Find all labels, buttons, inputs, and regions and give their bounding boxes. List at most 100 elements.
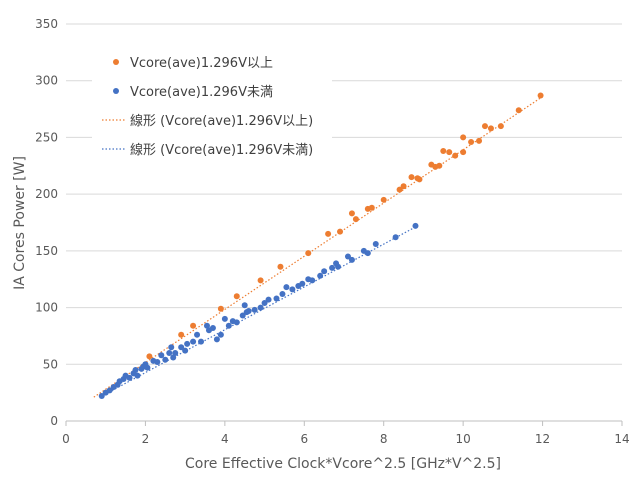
data-point-series-2 [194, 331, 201, 338]
data-points [98, 92, 544, 400]
data-point-series-2 [170, 354, 177, 361]
data-point-series-2 [309, 277, 316, 284]
legend: Vcore(ave)1.296V以上 Vcore(ave)1.296V未満 線形… [92, 42, 332, 172]
data-point-series-1 [217, 305, 224, 312]
data-point-series-2 [372, 241, 379, 248]
y-tick-label: 300 [35, 74, 58, 88]
y-tick-label: 250 [35, 130, 58, 144]
y-axis-title: IA Cores Power [W] [12, 156, 28, 290]
data-point-series-1 [468, 138, 475, 145]
x-axis-title: Core Effective Clock*Vcore^2.5 [GHz*V^2.… [185, 456, 501, 472]
legend-background [92, 42, 332, 172]
data-point-series-2 [158, 352, 165, 359]
x-tick-label: 12 [535, 432, 550, 446]
x-tick-label: 10 [456, 432, 471, 446]
data-point-series-1 [400, 183, 407, 190]
data-point-series-2 [279, 290, 286, 297]
data-point-series-2 [182, 347, 189, 354]
data-point-series-1 [460, 134, 467, 141]
data-point-series-2 [168, 344, 175, 351]
data-point-series-1 [515, 107, 522, 114]
data-point-series-1 [460, 149, 467, 156]
data-point-series-2 [134, 372, 141, 379]
data-point-series-1 [257, 277, 264, 284]
legend-label-trend-1: 線形 (Vcore(ave)1.296V以上) [130, 113, 313, 129]
data-point-series-1 [352, 216, 359, 223]
data-point-series-2 [335, 263, 342, 270]
data-point-series-1 [337, 228, 344, 235]
data-point-series-1 [476, 137, 483, 144]
legend-label-trend-2: 線形 (Vcore(ave)1.296V未満) [130, 142, 313, 158]
data-point-series-2 [209, 324, 216, 331]
x-tick-label: 14 [614, 432, 629, 446]
data-point-series-1 [380, 196, 387, 203]
data-point-series-2 [126, 374, 133, 381]
data-point-series-2 [261, 300, 268, 307]
y-tick-label: 100 [35, 301, 58, 315]
legend-label-series-1: Vcore(ave)1.296V以上 [130, 56, 273, 71]
data-point-series-2 [172, 349, 179, 356]
data-point-series-2 [144, 364, 151, 371]
data-point-series-1 [452, 152, 459, 159]
data-point-series-1 [178, 331, 185, 338]
data-point-series-2 [317, 272, 324, 279]
data-point-series-1 [416, 176, 423, 183]
data-point-series-2 [213, 336, 220, 343]
data-point-series-1 [481, 123, 488, 130]
y-tick-label: 200 [35, 187, 58, 201]
y-tick-label: 0 [50, 414, 58, 428]
data-point-series-2 [289, 286, 296, 293]
data-point-series-2 [392, 234, 399, 241]
data-point-series-2 [344, 253, 351, 260]
data-point-series-2 [217, 331, 224, 338]
data-point-series-1 [146, 353, 153, 360]
data-point-series-1 [305, 250, 312, 257]
data-point-series-2 [283, 284, 290, 291]
data-point-series-2 [265, 296, 272, 303]
data-point-series-1 [440, 148, 447, 155]
data-point-series-2 [239, 312, 246, 319]
trendlines [93, 96, 543, 398]
data-point-series-2 [251, 306, 258, 313]
legend-marker-series-2 [113, 88, 119, 94]
trendline-1 [93, 96, 543, 398]
data-point-series-1 [497, 123, 504, 130]
data-point-series-2 [162, 356, 169, 363]
data-point-series-2 [190, 338, 197, 345]
y-tick-label: 150 [35, 244, 58, 258]
data-point-series-2 [154, 359, 161, 366]
x-tick-label: 0 [62, 432, 70, 446]
data-point-series-1 [190, 322, 197, 329]
data-point-series-1 [233, 293, 240, 300]
data-point-series-2 [178, 344, 185, 351]
data-point-series-2 [364, 250, 371, 257]
y-axis: 0 50 100 150 200 250 300 350 [35, 17, 58, 428]
data-point-series-1 [436, 162, 443, 169]
y-tick-label: 350 [35, 17, 58, 31]
data-point-series-1 [396, 186, 403, 193]
data-point-series-1 [408, 174, 415, 181]
data-point-series-2 [257, 304, 264, 311]
data-point-series-2 [221, 315, 228, 322]
legend-label-series-2: Vcore(ave)1.296V未満 [130, 85, 273, 100]
data-point-series-1 [368, 204, 375, 211]
data-point-series-1 [348, 210, 355, 217]
data-point-series-2 [299, 280, 306, 287]
data-point-series-2 [198, 338, 205, 345]
data-point-series-2 [233, 319, 240, 326]
data-point-series-2 [241, 302, 248, 309]
data-point-series-2 [329, 264, 336, 271]
x-tick-label: 4 [221, 432, 229, 446]
data-point-series-2 [412, 222, 419, 229]
data-point-series-1 [446, 149, 453, 156]
data-point-series-2 [166, 349, 173, 356]
data-point-series-2 [203, 322, 210, 329]
trendline-2 [99, 225, 418, 398]
data-point-series-1 [277, 263, 284, 270]
data-point-series-1 [325, 230, 332, 237]
y-tick-label: 50 [43, 357, 58, 371]
data-point-series-2 [106, 387, 113, 394]
data-point-series-2 [184, 340, 191, 347]
data-point-series-2 [225, 322, 232, 329]
